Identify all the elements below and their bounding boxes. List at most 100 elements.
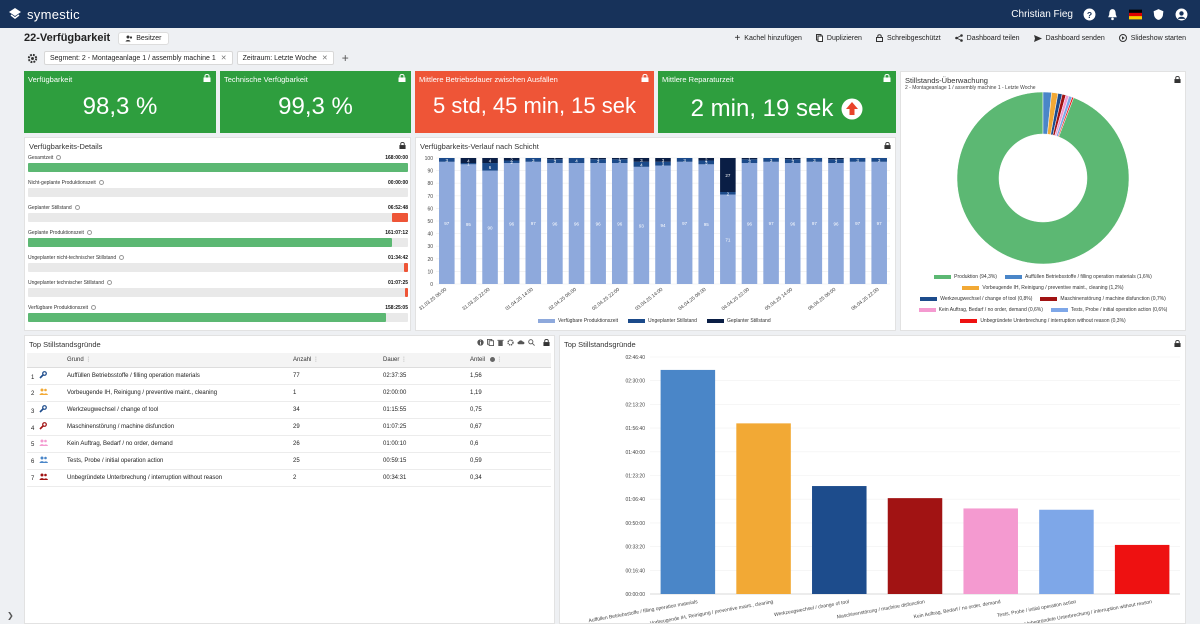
user-settings-icon[interactable] <box>1175 8 1188 21</box>
filter-chip-period[interactable]: Zeitraum: Letzte Woche ✕ <box>236 51 334 65</box>
bar-segment[interactable] <box>482 170 498 284</box>
bar-segment[interactable] <box>806 161 823 284</box>
legend-item[interactable]: Tests, Probe / initial operation action … <box>1050 307 1167 313</box>
bar-segment[interactable] <box>871 161 887 284</box>
bar-segment[interactable] <box>741 163 758 284</box>
bar-segment[interactable] <box>698 160 715 165</box>
table-row[interactable]: 2 Vorbeugende IH, Reinigung / preventive… <box>27 384 551 402</box>
table-row[interactable]: 1 Auffüllen Betriebsstoffe / filling ope… <box>27 367 551 385</box>
legend-item[interactable]: Maschinenstörung / machine disfunction (… <box>1040 296 1166 302</box>
bar-segment[interactable] <box>720 158 736 193</box>
cloud-download-icon[interactable] <box>517 339 525 346</box>
table-row[interactable]: 6 Tests, Probe / initial operation actio… <box>27 452 551 470</box>
bar-segment[interactable] <box>871 158 887 162</box>
table-row[interactable]: 3 Werkzeugwechsel / change of tool 34 01:1… <box>27 401 551 419</box>
bar-segment[interactable] <box>720 192 736 195</box>
send-dashboard-button[interactable]: Dashboard senden <box>1033 33 1105 44</box>
bar-segment[interactable] <box>547 159 563 164</box>
bar[interactable] <box>1114 544 1170 594</box>
bar-segment[interactable] <box>741 159 758 164</box>
bar-segment[interactable] <box>482 158 498 164</box>
legend-item[interactable]: Auffüllen Betriebsstoffe / filling opera… <box>1004 274 1152 280</box>
start-slideshow-button[interactable]: Slideshow starten <box>1118 33 1186 44</box>
bar-segment[interactable] <box>633 166 650 284</box>
bar-segment[interactable] <box>763 161 779 284</box>
bar-segment[interactable] <box>525 161 542 284</box>
close-icon[interactable]: ✕ <box>220 55 227 62</box>
bar-segment[interactable] <box>849 161 866 284</box>
bar-segment[interactable] <box>806 158 823 162</box>
bar-segment[interactable] <box>611 159 628 164</box>
bar-segment[interactable] <box>568 163 585 284</box>
bar-segment[interactable] <box>676 158 693 162</box>
bar-segment[interactable] <box>503 158 520 161</box>
user-name[interactable]: Christian Fieg <box>1011 8 1073 20</box>
legend-item[interactable]: Unbegründete Unterbrechung / interruptio… <box>960 318 1126 324</box>
table-row[interactable]: 7 Unbegründete Unterbrechung / interrupt… <box>27 469 551 487</box>
kpi-mtbf[interactable]: Mittlere Betriebsdauer zwischen Ausfälle… <box>415 71 654 133</box>
info-icon[interactable] <box>477 339 484 346</box>
shield-icon[interactable] <box>1152 8 1165 21</box>
column-header-grund[interactable]: Grund ⋮ <box>63 353 289 368</box>
bar-segment[interactable] <box>590 163 606 284</box>
close-icon[interactable]: ✕ <box>321 55 328 62</box>
legend-item[interactable]: Geplanter Stillstand <box>706 318 771 324</box>
bar-segment[interactable] <box>633 161 650 167</box>
bar[interactable] <box>812 486 867 594</box>
kpi-availability[interactable]: Verfügbarkeit 98,3 % <box>24 71 216 133</box>
info-icon[interactable] <box>119 255 125 261</box>
bar-segment[interactable] <box>503 163 520 284</box>
column-header-anzahl[interactable]: Anzahl ⋮ <box>289 353 379 368</box>
info-icon[interactable] <box>74 205 80 211</box>
bar-segment[interactable] <box>763 158 779 162</box>
column-menu-icon[interactable]: ⋮ <box>313 357 320 364</box>
bar-segment[interactable] <box>698 164 715 284</box>
bar-segment[interactable] <box>460 158 477 164</box>
bell-icon[interactable] <box>1106 8 1119 21</box>
table-row[interactable]: 5 Kein Auftrag, Bedarf / no order, deman… <box>27 435 551 453</box>
bar-segment[interactable] <box>828 159 844 164</box>
column-header-dauer[interactable]: Dauer ⋮ <box>379 353 466 368</box>
bar-segment[interactable] <box>828 163 844 284</box>
bar-segment[interactable] <box>698 158 715 161</box>
bar[interactable] <box>963 508 1018 594</box>
copy-icon[interactable] <box>487 339 494 346</box>
legend-item[interactable]: Ungeplanter Stillstand <box>628 318 697 324</box>
bar-segment[interactable] <box>439 161 455 284</box>
legend-item[interactable]: Produktion (94,3%) <box>934 274 997 280</box>
add-filter-button[interactable]: + <box>341 51 349 65</box>
bar-segment[interactable] <box>784 158 801 160</box>
bar-segment[interactable] <box>503 160 520 164</box>
bar[interactable] <box>1039 509 1094 594</box>
owner-badge[interactable]: Besitzer <box>118 31 169 45</box>
column-menu-icon[interactable]: ⋮ <box>496 357 503 364</box>
bar-segment[interactable] <box>633 158 650 162</box>
share-dashboard-button[interactable]: Dashboard teilen <box>954 33 1020 44</box>
bar-segment[interactable] <box>849 158 866 162</box>
bar-segment[interactable] <box>439 158 455 162</box>
search-icon[interactable] <box>528 339 535 346</box>
bar-segment[interactable] <box>611 163 628 284</box>
bar[interactable] <box>736 423 791 594</box>
trash-icon[interactable] <box>497 339 504 346</box>
read-only-button[interactable]: Schreibgeschützt <box>875 33 941 44</box>
table-row[interactable]: 4 Maschinenstörung / machine disfunction… <box>27 418 551 436</box>
gear-icon[interactable] <box>24 51 40 65</box>
info-icon[interactable] <box>489 357 495 363</box>
duplicate-button[interactable]: Duplizieren <box>815 33 862 44</box>
bar[interactable] <box>660 369 716 594</box>
info-icon[interactable] <box>56 155 62 161</box>
column-header-anteil[interactable]: Anteil ⋮ <box>466 353 551 368</box>
expand-sidebar-icon[interactable]: ❯ <box>7 611 14 620</box>
bar-segment[interactable] <box>590 159 606 164</box>
bar-segment[interactable] <box>611 158 628 160</box>
bar-segment[interactable] <box>784 163 801 284</box>
info-icon[interactable] <box>106 280 112 286</box>
kpi-technical-availability[interactable]: Technische Verfügbarkeit 99,3 % <box>220 71 411 133</box>
help-icon[interactable]: ? <box>1083 8 1096 21</box>
filter-chip-segment[interactable]: Segment: 2 - Montageanlage 1 / assembly … <box>44 51 233 65</box>
donut-slice[interactable] <box>956 92 1130 265</box>
bar-segment[interactable] <box>784 159 801 164</box>
bar-segment[interactable] <box>547 163 563 284</box>
bar-segment[interactable] <box>525 158 542 162</box>
